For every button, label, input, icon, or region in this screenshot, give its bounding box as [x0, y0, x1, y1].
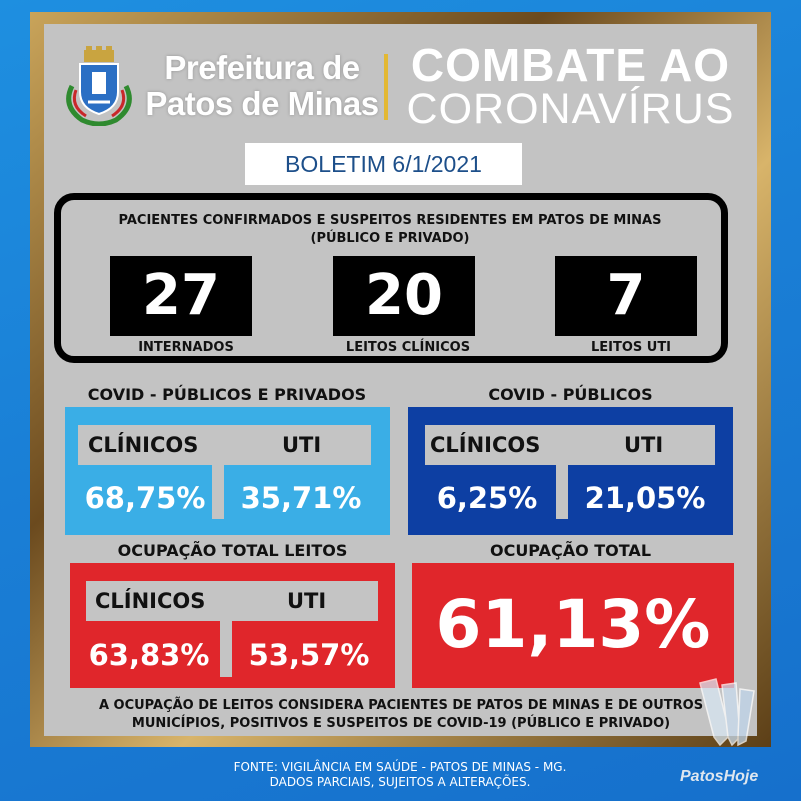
ocupacao-leitos-tab-bar	[86, 581, 378, 621]
covid-p-uti-value: 21,05%	[584, 481, 706, 515]
ocupacao-leitos-uti-value: 53,57%	[248, 638, 370, 672]
boletim-date: BOLETIM 6/1/2021	[245, 143, 522, 185]
covid-p-tab-bar	[425, 425, 715, 465]
coronavirus-title: CORONAVÍRUS	[406, 85, 735, 133]
patients-box	[54, 193, 728, 363]
ocupacao-total-panel	[412, 563, 734, 688]
internados-label: INTERNADOS	[138, 340, 234, 355]
source-note: FONTE: VIGILÂNCIA EM SAÚDE - PATOS DE MI…	[150, 760, 650, 790]
covid-pp-divider	[212, 465, 224, 519]
covid-p-uti-label: UTI	[624, 433, 664, 457]
header-divider	[384, 54, 388, 120]
city-crest-icon	[66, 46, 132, 126]
ocupacao-total-title: OCUPAÇÃO TOTAL	[489, 541, 652, 560]
covid-p-clinicos-label: CLÍNICOS	[430, 433, 541, 457]
internados-value: 27	[110, 256, 252, 336]
ocupacao-total-value: 61,13%	[435, 586, 711, 663]
covid-pp-clinicos-value: 68,75%	[84, 481, 206, 515]
patoshoje-logo: PatosHoje	[680, 768, 759, 785]
leitos-clinicos-value: 20	[333, 256, 475, 336]
combate-title: COMBATE AO	[410, 39, 731, 91]
ocupacao-leitos-clinicos-label: CLÍNICOS	[95, 589, 206, 613]
footnote: A OCUPAÇÃO DE LEITOS CONSIDERA PACIENTES…	[56, 697, 746, 733]
ocupacao-leitos-uti-label: UTI	[287, 589, 327, 613]
covid-pp-tab-bar	[78, 425, 371, 465]
source-line2: DADOS PARCIAIS, SUJEITOS A ALTERAÇÕES.	[269, 775, 531, 789]
ocupacao-leitos-divider	[220, 621, 232, 677]
source-line1: FONTE: VIGILÂNCIA EM SAÚDE - PATOS DE MI…	[233, 760, 567, 774]
leitos-clinicos-label: LEITOS CLÍNICOS	[345, 340, 471, 355]
patients-title-line1: PACIENTES CONFIRMADOS E SUSPEITOS RESIDE…	[118, 213, 662, 228]
covid-p-divider	[556, 465, 568, 519]
covid-pp-clinicos-label: CLÍNICOS	[88, 433, 199, 457]
covid-pp-uti-label: UTI	[282, 433, 322, 457]
leitos-uti-label: LEITOS UTI	[590, 340, 672, 355]
pencils-icon	[699, 678, 755, 747]
prefeitura-line2: Patos de Minas	[145, 85, 379, 122]
footnote-line2: MUNICÍPIOS, POSITIVOS E SUSPEITOS DE COV…	[131, 716, 671, 731]
ocupacao-leitos-title: OCUPAÇÃO TOTAL LEITOS	[117, 541, 348, 560]
prefeitura-line1: Prefeitura de	[164, 49, 360, 86]
covid-publicos-title: COVID - PÚBLICOS	[488, 385, 653, 404]
covid-publicos-privados-title: COVID - PÚBLICOS E PRIVADOS	[87, 385, 367, 404]
prefeitura-title: Prefeitura de Patos de Minas	[142, 50, 382, 122]
leitos-uti-value: 7	[555, 256, 697, 336]
covid-pp-uti-value: 35,71%	[240, 481, 362, 515]
patients-title-line2: (PÚBLICO E PRIVADO)	[310, 231, 470, 246]
footnote-line1: A OCUPAÇÃO DE LEITOS CONSIDERA PACIENTES…	[98, 698, 704, 713]
ocupacao-leitos-clinicos-value: 63,83%	[88, 638, 210, 672]
patients-title: PACIENTES CONFIRMADOS E SUSPEITOS RESIDE…	[70, 212, 710, 248]
covid-p-clinicos-value: 6,25%	[436, 481, 538, 515]
